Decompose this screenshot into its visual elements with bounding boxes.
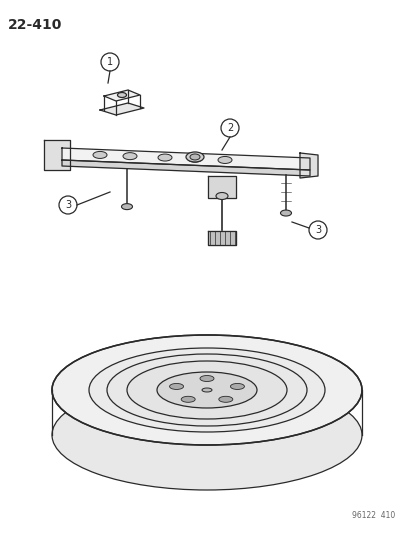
Ellipse shape — [93, 151, 107, 158]
Ellipse shape — [158, 154, 171, 161]
Ellipse shape — [123, 152, 137, 160]
Ellipse shape — [117, 93, 126, 98]
Ellipse shape — [89, 348, 324, 432]
Ellipse shape — [169, 383, 183, 390]
Ellipse shape — [218, 397, 232, 402]
Text: 3: 3 — [314, 225, 320, 235]
Ellipse shape — [107, 354, 306, 426]
Text: 2: 2 — [226, 123, 233, 133]
Ellipse shape — [52, 335, 361, 445]
Ellipse shape — [199, 376, 214, 382]
Ellipse shape — [202, 388, 211, 392]
Ellipse shape — [188, 155, 202, 162]
Ellipse shape — [157, 372, 256, 408]
Polygon shape — [207, 176, 235, 198]
Polygon shape — [100, 103, 144, 115]
Ellipse shape — [280, 210, 291, 216]
Text: 3: 3 — [65, 200, 71, 210]
Ellipse shape — [181, 397, 195, 402]
Polygon shape — [299, 153, 317, 178]
Text: 22-410: 22-410 — [8, 18, 62, 32]
Ellipse shape — [216, 192, 228, 199]
Polygon shape — [104, 90, 140, 101]
Ellipse shape — [127, 361, 286, 419]
Polygon shape — [62, 148, 309, 170]
Circle shape — [59, 196, 77, 214]
Ellipse shape — [121, 204, 132, 209]
Ellipse shape — [230, 383, 244, 390]
Text: 1: 1 — [107, 57, 113, 67]
Ellipse shape — [185, 152, 204, 162]
Polygon shape — [62, 160, 309, 176]
Polygon shape — [44, 140, 70, 170]
Ellipse shape — [52, 380, 361, 490]
Circle shape — [101, 53, 119, 71]
Text: 96122  410: 96122 410 — [351, 511, 394, 520]
Ellipse shape — [190, 154, 199, 160]
Ellipse shape — [218, 157, 231, 164]
Circle shape — [308, 221, 326, 239]
Polygon shape — [207, 231, 235, 245]
Circle shape — [221, 119, 238, 137]
